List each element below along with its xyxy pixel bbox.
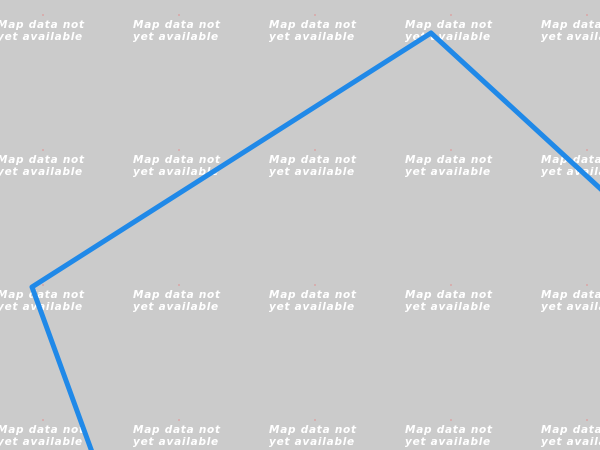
tile-center-dot-icon [42,14,44,16]
tile-placeholder-label: Map data not yet available [133,19,221,43]
tile-center-dot-icon [314,14,316,16]
tile-placeholder-label: Map data not yet available [269,19,357,43]
tile-placeholder-label: Map data not yet available [269,154,357,178]
tile-placeholder-label: Map data not yet available [405,289,493,313]
tile-center-dot-icon [450,419,452,421]
tile-placeholder-label: Map data not yet available [269,289,357,313]
tile-placeholder-label: Map data not yet available [405,154,493,178]
map-tile: Map data not yet available [111,412,247,450]
map-tile: Map data not yet available [519,277,600,412]
tile-center-dot-icon [42,284,44,286]
tile-placeholder-label: Map data not yet available [0,289,85,313]
map-tile: Map data not yet available [111,142,247,277]
map-tile: Map data not yet available [519,412,600,450]
tile-placeholder-label: Map data not yet available [541,289,600,313]
tile-center-dot-icon [178,149,180,151]
tile-placeholder-label: Map data not yet available [0,154,85,178]
tile-center-dot-icon [450,149,452,151]
tile-placeholder-label: Map data not yet available [133,424,221,448]
tile-center-dot-icon [586,284,588,286]
map-tile: Map data not yet available [0,412,111,450]
map-tile: Map data not yet available [247,142,383,277]
tile-placeholder-label: Map data not yet available [405,19,493,43]
map-tile: Map data not yet available [0,7,111,142]
map-tile: Map data not yet available [247,277,383,412]
tile-center-dot-icon [314,149,316,151]
map-tile: Map data not yet available [111,7,247,142]
tile-placeholder-label: Map data not yet available [405,424,493,448]
tile-center-dot-icon [42,419,44,421]
map-tile: Map data not yet available [111,277,247,412]
tile-placeholder-label: Map data not yet available [133,154,221,178]
tile-placeholder-label: Map data not yet available [541,424,600,448]
tile-placeholder-label: Map data not yet available [0,424,85,448]
tile-center-dot-icon [178,284,180,286]
tile-placeholder-label: Map data not yet available [269,424,357,448]
tile-center-dot-icon [178,14,180,16]
tile-center-dot-icon [586,149,588,151]
tile-center-dot-icon [450,14,452,16]
tile-center-dot-icon [314,419,316,421]
map-tile: Map data not yet available [247,7,383,142]
map-tile: Map data not yet available [0,277,111,412]
map-tile: Map data not yet available [519,142,600,277]
map-tile: Map data not yet available [383,277,519,412]
tile-center-dot-icon [178,419,180,421]
tile-center-dot-icon [314,284,316,286]
tile-placeholder-label: Map data not yet available [541,154,600,178]
map-tile: Map data not yet available [519,7,600,142]
map-tile: Map data not yet available [247,412,383,450]
map-tile: Map data not yet available [383,142,519,277]
tile-center-dot-icon [586,14,588,16]
tile-center-dot-icon [586,419,588,421]
tile-placeholder-label: Map data not yet available [133,289,221,313]
tile-center-dot-icon [42,149,44,151]
tile-center-dot-icon [450,284,452,286]
map-tile: Map data not yet available [383,7,519,142]
map-tile: Map data not yet available [0,142,111,277]
tile-placeholder-label: Map data not yet available [0,19,85,43]
map-tile: Map data not yet available [383,412,519,450]
tile-placeholder-label: Map data not yet available [541,19,600,43]
